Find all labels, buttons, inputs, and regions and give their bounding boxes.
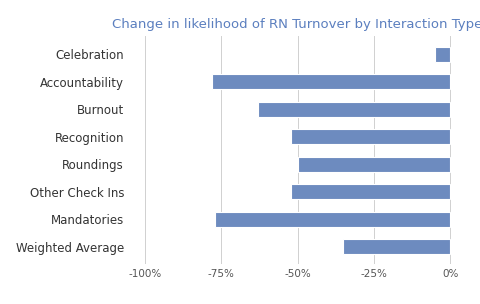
Bar [298, 157, 450, 172]
Bar [291, 129, 450, 144]
Bar [215, 212, 450, 227]
Bar [258, 102, 450, 117]
Bar [291, 184, 450, 199]
Bar [212, 74, 450, 89]
Bar [435, 47, 450, 62]
Title: Change in likelihood of RN Turnover by Interaction Type: Change in likelihood of RN Turnover by I… [112, 18, 480, 31]
Bar [343, 239, 450, 254]
